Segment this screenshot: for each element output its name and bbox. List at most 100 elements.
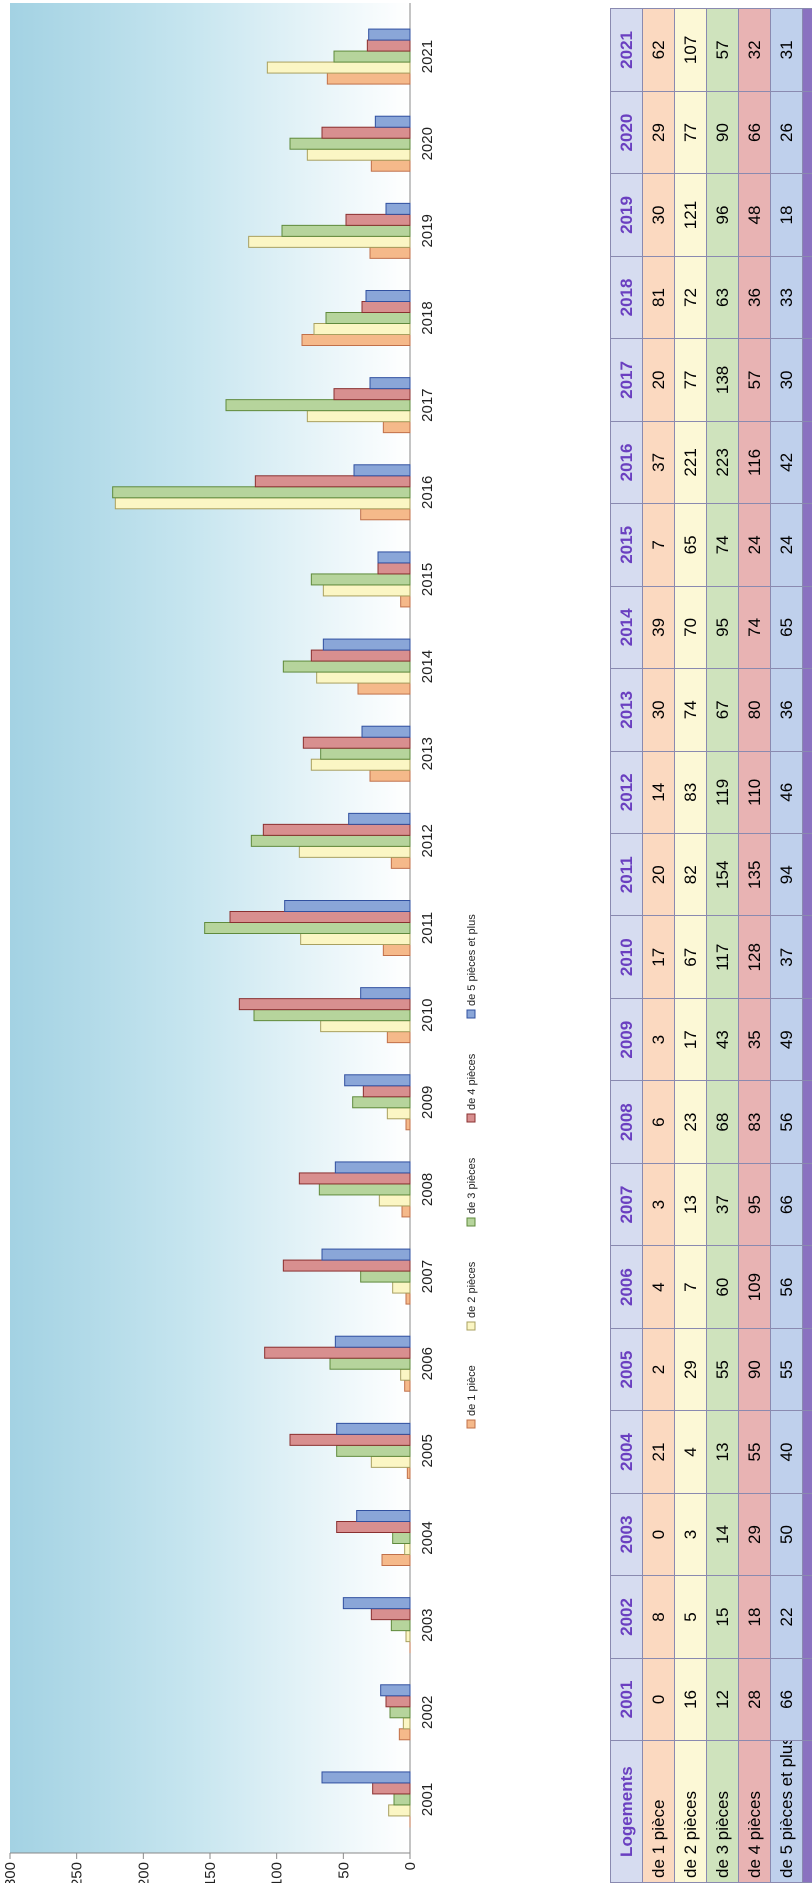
bar <box>385 202 411 215</box>
table-cell: 37 <box>642 421 675 504</box>
y-tick-label: 0 <box>402 1862 419 1870</box>
row-label: de 2 pièces <box>674 1740 707 1883</box>
table-cell: 80 <box>738 668 771 752</box>
table-cell: 66 <box>770 1658 803 1741</box>
table-cell: 30 <box>642 173 675 257</box>
bar <box>334 1335 411 1348</box>
bar <box>306 410 411 423</box>
table-cell: 13 <box>706 1410 739 1494</box>
table-header-year: 2019 <box>610 173 643 257</box>
bar <box>382 944 411 956</box>
table-header-year: 2008 <box>610 1080 643 1164</box>
legend-swatch <box>466 1009 476 1019</box>
bar <box>392 1281 411 1294</box>
table-cell: 20 <box>642 338 675 422</box>
table-cell: 13 <box>674 1163 707 1246</box>
table-cell: 33 <box>770 256 803 339</box>
table-cell: 5 <box>674 1575 707 1659</box>
bar <box>390 856 411 869</box>
bar <box>325 312 411 324</box>
bar <box>374 115 411 128</box>
table-cell: 107 <box>674 8 707 92</box>
total-cell: 133 <box>802 1410 812 1494</box>
bar <box>377 562 411 575</box>
bars-group <box>112 28 411 1828</box>
table-header-row: Logements 2001 2002 2003 2004 2005 2006 2007 20… <box>610 8 643 1883</box>
table-cell: 37 <box>706 1163 739 1246</box>
table-cell: 20 <box>642 833 675 916</box>
bar <box>326 72 411 85</box>
table-header-year: 2014 <box>610 586 643 669</box>
table-cell: 60 <box>706 1245 739 1329</box>
y-tick-label: 300 <box>2 1862 19 1883</box>
table-header-year: 2005 <box>610 1328 643 1411</box>
table-cell: 77 <box>674 338 707 422</box>
table-cell: 109 <box>738 1245 771 1329</box>
x-tick-label: 2001 <box>419 1783 436 1816</box>
bar <box>321 126 411 139</box>
bar <box>406 1466 411 1479</box>
table-cell: 17 <box>642 915 675 999</box>
bar <box>318 1183 411 1196</box>
table-cell: 36 <box>738 256 771 339</box>
bar <box>402 1717 411 1730</box>
bar <box>382 421 411 434</box>
total-cell: 289 <box>802 8 812 92</box>
bar <box>360 1270 411 1283</box>
bar <box>114 497 411 510</box>
row-label: de 3 pièces <box>706 1740 739 1883</box>
total-cell: 236 <box>802 1080 812 1164</box>
table-cell: 17 <box>674 998 707 1081</box>
bar <box>378 1194 411 1207</box>
table-cell: 83 <box>738 1080 771 1164</box>
table-cell: 57 <box>738 338 771 422</box>
table-cell: 18 <box>738 1575 771 1659</box>
table-cell: 24 <box>738 503 771 587</box>
x-tick-label: 2015 <box>419 563 436 596</box>
table-cell: 37 <box>770 915 803 999</box>
table-row: de 2 pièces 16 5 3 4 29 7 13 23 17 67 82 83 74 70 65 221… <box>674 8 707 1883</box>
bar <box>401 1205 411 1218</box>
bar <box>282 1259 411 1272</box>
bar <box>357 682 411 695</box>
table-header-year: 2002 <box>610 1575 643 1659</box>
total-cell: 96 <box>802 1493 812 1576</box>
bar <box>400 595 411 608</box>
total-cell: 287 <box>802 668 812 752</box>
x-tick-label: 2012 <box>419 824 436 857</box>
bar <box>250 834 411 847</box>
bar <box>405 1292 411 1305</box>
table-cell: 3 <box>674 1493 707 1576</box>
bar <box>320 1020 411 1033</box>
table-cell: 0 <box>642 1658 675 1741</box>
bar <box>248 235 411 248</box>
table-cell: 7 <box>642 503 675 587</box>
bar <box>370 159 411 172</box>
x-tick-label: 2017 <box>419 388 436 421</box>
table-cell: 40 <box>770 1410 803 1494</box>
total-cell: 147 <box>802 998 812 1081</box>
x-tick-label: 2016 <box>419 476 436 509</box>
table-cell: 43 <box>706 998 739 1081</box>
bar <box>342 1597 411 1610</box>
bar <box>334 1161 411 1174</box>
x-tick-label: 2013 <box>419 737 436 770</box>
table-cell: 48 <box>738 173 771 257</box>
x-tick-label: 2009 <box>419 1086 436 1119</box>
bar <box>344 1074 411 1087</box>
bar <box>313 323 411 335</box>
bar <box>333 50 411 63</box>
table-cell: 16 <box>674 1658 707 1741</box>
row-label: de 5 pièces et plus <box>770 1740 803 1883</box>
bar <box>388 1804 411 1817</box>
x-tick-label: 2008 <box>419 1173 436 1206</box>
table-header-year: 2021 <box>610 8 643 92</box>
total-label: Total <box>802 1740 812 1883</box>
bar <box>298 845 411 858</box>
table-cell: 46 <box>770 751 803 834</box>
table-cell: 28 <box>738 1658 771 1741</box>
table-cell: 70 <box>674 586 707 669</box>
legend-label: de 5 pièces et plus <box>466 914 478 1006</box>
bar <box>289 137 411 150</box>
